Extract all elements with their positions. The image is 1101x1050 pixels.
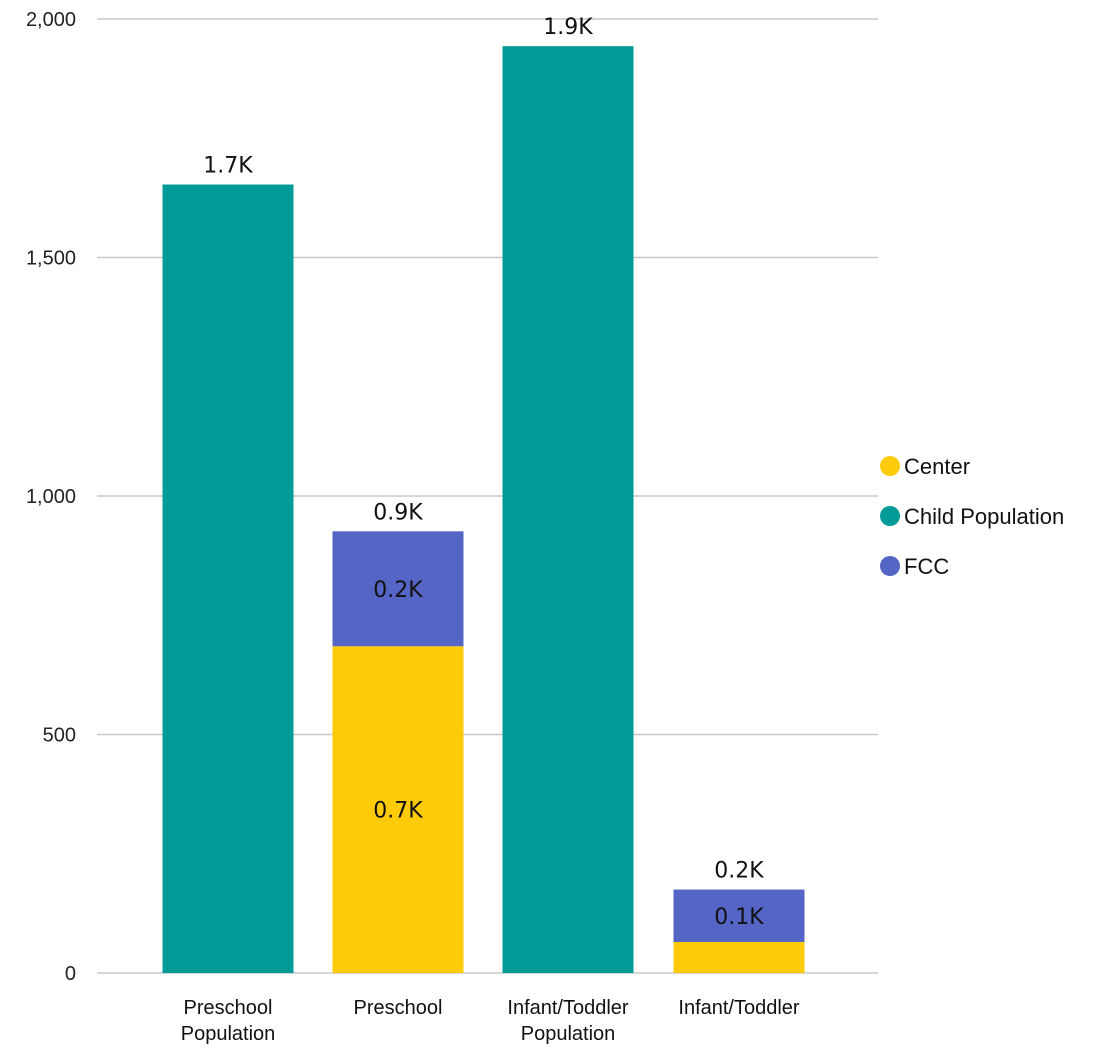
y-tick-label: 1,500 [26,248,76,270]
y-tick-label: 2,000 [26,9,76,31]
x-category-label: Infant/Toddler [678,997,800,1019]
bar-segment-center [673,941,805,973]
y-tick-label: 1,000 [26,486,76,508]
y-axis-tick-labels: 0 500 1,000 1,500 2,000 [26,9,76,985]
legend-label: FCC [904,554,949,579]
total-data-label: 0.9K [373,500,423,525]
x-category-label: Preschool [354,997,443,1019]
bar-segment-fcc [332,531,464,647]
x-axis-category-labels: Preschool Population Preschool Infant/Toddl… [181,997,800,1045]
legend-label: Child Population [904,504,1064,529]
segment-data-label: 0.7K [373,799,423,824]
segment-labels: 0.7K 0.2K 0.1K [373,578,764,930]
bar-segment-child-population [502,46,634,973]
legend-marker-icon [880,556,900,576]
x-category-label: Infant/Toddler [507,997,629,1019]
legend-marker-icon [880,506,900,526]
segment-data-label: 0.2K [373,578,423,603]
bar-segment-fcc [673,889,805,942]
y-tick-label: 500 [43,725,76,747]
total-data-label: 1.9K [543,15,593,40]
segment-data-label: 0.1K [714,905,764,930]
legend-label: Center [904,454,970,479]
x-category-label: Population [521,1023,616,1045]
legend: Center Child Population FCC [880,454,1064,579]
bar-segment-center [332,646,464,973]
total-data-label: 1.7K [203,154,253,179]
total-data-label: 0.2K [714,859,764,884]
legend-marker-icon [880,456,900,476]
total-labels: 1.7K 0.9K 1.9K 0.2K [203,15,764,883]
x-category-label: Preschool [184,997,273,1019]
bars [162,46,805,974]
y-tick-label: 0 [65,963,76,985]
x-category-label: Population [181,1023,276,1045]
bar-segment-child-population [162,184,294,974]
